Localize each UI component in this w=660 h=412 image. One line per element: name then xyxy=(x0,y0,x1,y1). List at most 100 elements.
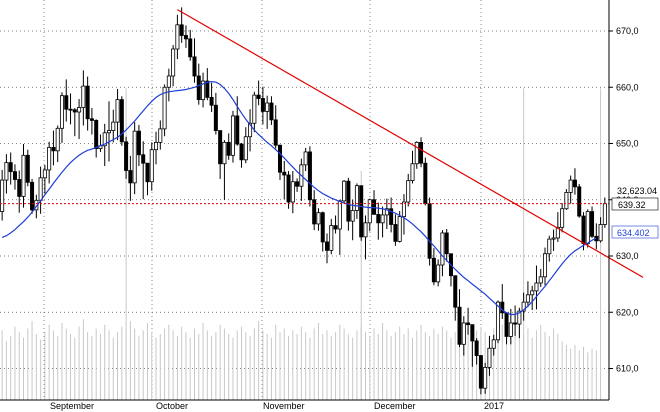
candle-body-up xyxy=(560,208,565,228)
candle-body-down xyxy=(205,80,210,98)
candle-body-up xyxy=(55,127,60,152)
candle-body-up xyxy=(491,339,496,349)
candle-body-up xyxy=(525,294,530,303)
y-tick-label: 630,0 xyxy=(616,251,639,261)
candle-body-down xyxy=(577,186,582,217)
y-tick-label: 610,0 xyxy=(616,364,639,374)
candle-layer xyxy=(0,7,607,395)
month-label-2017: 2017 xyxy=(484,401,504,411)
candle-body-up xyxy=(342,180,347,202)
y-tick-label: 620,0 xyxy=(616,307,639,317)
candle-body-down xyxy=(431,257,436,283)
candle-body-down xyxy=(89,118,94,121)
candle-body-down xyxy=(183,35,188,40)
candle-body-up xyxy=(384,208,389,216)
candle-body-up xyxy=(406,180,411,203)
candle-body-down xyxy=(427,203,432,259)
volume-value-label: 32,623.04 xyxy=(617,186,657,196)
candle-body-down xyxy=(393,224,398,242)
candle-body-down xyxy=(453,275,458,308)
candle-body-down xyxy=(260,98,265,112)
candle-body-up xyxy=(201,80,206,101)
candle-body-down xyxy=(466,322,471,326)
candle-body-up xyxy=(230,115,235,156)
candle-body-up xyxy=(316,212,321,225)
candle-body-down xyxy=(419,141,424,164)
candle-body-down xyxy=(51,147,56,152)
candle-body-up xyxy=(222,141,227,165)
candle-body-up xyxy=(38,177,43,201)
candle-body-down xyxy=(504,312,509,337)
candle-body-up xyxy=(171,48,176,77)
candle-body-up xyxy=(42,169,47,179)
candle-body-down xyxy=(346,180,351,222)
candle-body-down xyxy=(179,24,184,36)
candle-body-down xyxy=(196,75,201,101)
candle-body-down xyxy=(470,324,475,342)
candle-body-up xyxy=(495,301,500,341)
candle-body-down xyxy=(269,102,274,121)
candle-body-up xyxy=(47,147,52,171)
candle-body-down xyxy=(312,199,317,225)
candle-body-down xyxy=(359,185,364,238)
candle-body-up xyxy=(0,179,5,212)
candle-body-down xyxy=(25,154,30,183)
candle-body-down xyxy=(423,162,428,205)
candle-body-up xyxy=(158,128,163,143)
candle-body-up xyxy=(4,162,9,181)
overlay-layer xyxy=(0,9,644,316)
candle-body-up xyxy=(436,264,441,283)
candle-body-down xyxy=(273,119,278,146)
candle-body-up xyxy=(397,216,402,242)
candle-body-down xyxy=(277,144,282,173)
candle-body-up xyxy=(483,366,488,389)
month-label-september: September xyxy=(50,401,94,411)
candle-body-down xyxy=(64,95,69,110)
candle-body-up xyxy=(547,238,552,255)
candle-body-up xyxy=(487,347,492,368)
candle-body-up xyxy=(59,95,64,129)
candle-body-down xyxy=(325,241,330,251)
candle-body-down xyxy=(119,99,124,143)
candle-body-up xyxy=(380,214,385,224)
candle-body-down xyxy=(333,225,338,230)
candle-body-down xyxy=(474,340,479,356)
ma-value-box xyxy=(611,225,659,239)
candle-body-down xyxy=(235,115,240,145)
candle-body-up xyxy=(363,222,368,238)
candle-body-up xyxy=(111,121,116,131)
candle-body-down xyxy=(72,109,77,113)
candle-body-up xyxy=(354,185,359,211)
candle-body-up xyxy=(564,192,569,210)
candle-body-up xyxy=(598,224,603,242)
candle-body-up xyxy=(303,151,308,166)
candle-body-up xyxy=(602,203,607,225)
candle-body-up xyxy=(329,225,334,251)
candle-body-down xyxy=(12,171,17,180)
candle-body-down xyxy=(209,96,214,106)
candle-body-up xyxy=(508,322,513,337)
candle-body-down xyxy=(85,85,90,120)
candle-body-up xyxy=(521,301,526,312)
candle-body-up xyxy=(162,86,167,130)
candle-body-down xyxy=(141,154,146,164)
candle-body-up xyxy=(555,226,560,239)
candle-body-up xyxy=(551,237,556,240)
moving-average-line xyxy=(1,80,597,316)
candle-body-up xyxy=(530,290,535,296)
candle-body-down xyxy=(307,151,312,201)
candle-body-up xyxy=(166,75,171,88)
candle-body-down xyxy=(30,181,35,211)
candle-body-down xyxy=(500,301,505,314)
candle-body-down xyxy=(94,120,99,149)
candle-body-down xyxy=(17,179,22,197)
candle-body-down xyxy=(457,306,462,345)
candle-body-down xyxy=(389,208,394,225)
trendline xyxy=(177,9,644,278)
candle-body-up xyxy=(115,99,120,123)
candle-body-up xyxy=(81,85,86,108)
candle-body-up xyxy=(440,232,445,266)
candle-body-up xyxy=(534,282,539,292)
candle-body-down xyxy=(188,38,193,58)
candle-body-up xyxy=(248,122,253,138)
